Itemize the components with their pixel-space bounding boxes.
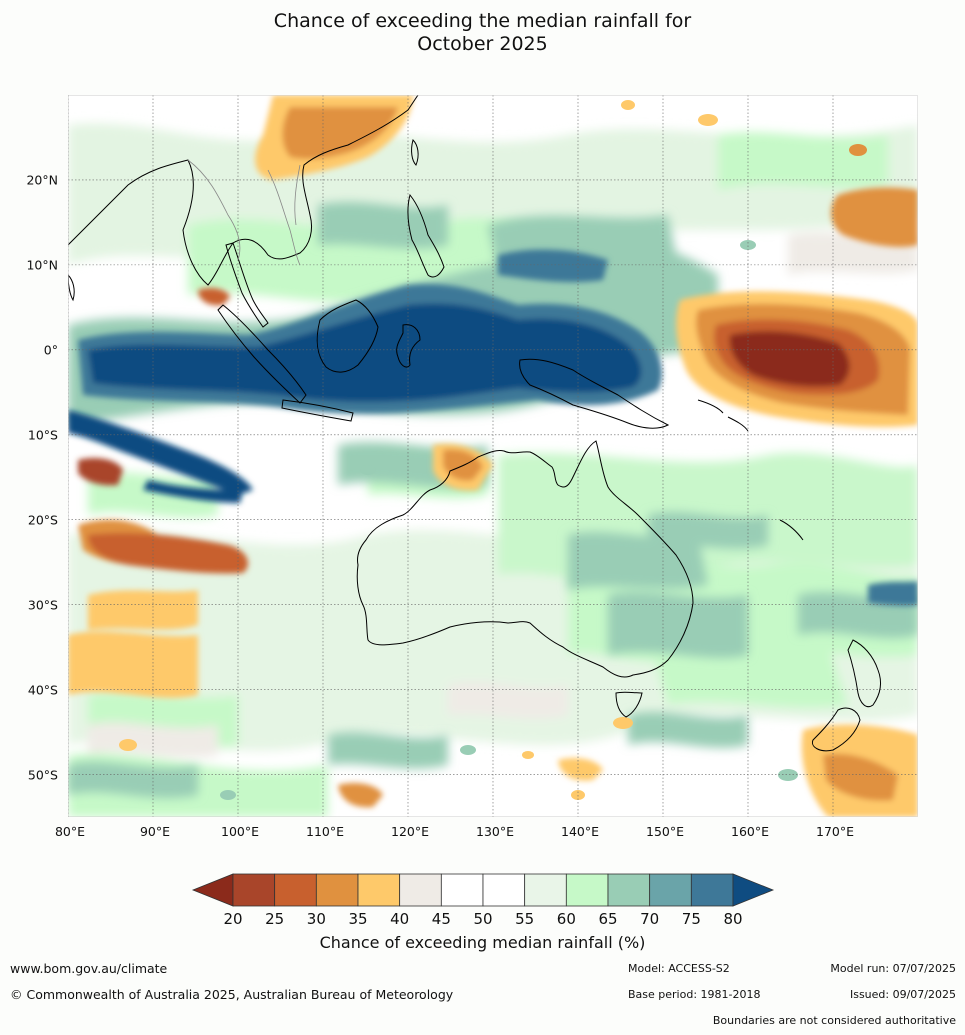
new-guinea-coastline — [519, 358, 670, 429]
colorbar-cell — [440, 873, 484, 907]
colorbar-cell — [607, 873, 651, 907]
colorbar-cell — [690, 873, 734, 907]
lon-label-130e: 130°E — [475, 824, 515, 839]
colorbar-under-arrow — [191, 873, 234, 907]
new-caledonia-coastline — [779, 519, 804, 541]
malay-peninsula-coastline — [225, 242, 269, 328]
map-svg — [68, 95, 918, 817]
colorbar-tick-labels: 20 25 30 35 40 45 50 55 60 65 70 75 80 — [223, 910, 742, 928]
sumatra-coastline — [217, 304, 307, 404]
footer-copyright: © Commonwealth of Australia 2025, Austra… — [10, 987, 454, 1002]
coastlines — [68, 95, 881, 752]
colorbar-tick-label: 70 — [640, 910, 659, 928]
colorbar: 20 25 30 35 40 45 50 55 60 65 70 75 80 — [191, 873, 775, 928]
footer-issued: Issued: 09/07/2025 — [849, 988, 956, 1001]
lon-label-90e: 90°E — [139, 824, 171, 839]
colorbar-cell — [399, 873, 442, 907]
lon-label-170e: 170°E — [815, 824, 855, 839]
colorbar-label: Chance of exceeding median rainfall (%) — [319, 933, 646, 952]
country-borders — [187, 159, 301, 266]
footer-url: www.bom.gov.au/climate — [10, 961, 168, 976]
colorbar-tick-label: 80 — [723, 910, 742, 928]
lon-label-80e: 80°E — [54, 824, 86, 839]
colorbar-tick-label: 55 — [515, 910, 534, 928]
lon-label-120e: 120°E — [390, 824, 430, 839]
colorbar-tick-label: 35 — [348, 910, 367, 928]
lat-label-50s: 50°S — [27, 767, 58, 783]
dry-regions — [68, 95, 918, 817]
lon-label-140e: 140°E — [560, 824, 600, 839]
colorbar-cell — [232, 873, 276, 907]
lat-label-20n: 20°N — [26, 172, 58, 188]
title-line-2: October 2025 — [417, 33, 548, 55]
footer-model: Model: ACCESS-S2 — [628, 962, 730, 975]
footer-disclaimer: Boundaries are not considered authoritat… — [712, 1014, 956, 1027]
lon-label-160e: 160°E — [730, 824, 770, 839]
lat-label-20s: 20°S — [27, 512, 58, 528]
colorbar-cell — [315, 873, 359, 907]
new-zealand-south-coastline — [811, 707, 861, 752]
colorbar-over-arrow — [732, 873, 775, 907]
tasmania-coastline — [615, 691, 643, 718]
colorbar-tick-label: 75 — [682, 910, 701, 928]
new-zealand-north-coastline — [847, 639, 881, 708]
colorbar-tick-label: 45 — [432, 910, 451, 928]
colorbar-cell — [649, 873, 692, 907]
footer-model-run: Model run: 07/07/2025 — [830, 962, 956, 975]
lon-label-150e: 150°E — [645, 824, 685, 839]
lat-label-30s: 30°S — [27, 597, 58, 613]
colorbar-cells — [232, 873, 734, 907]
colorbar-tick-label: 30 — [307, 910, 326, 928]
lat-label-10n: 10°N — [26, 257, 58, 273]
solomon-islands-coastline — [697, 399, 749, 432]
colorbar-tick-label: 40 — [390, 910, 409, 928]
colorbar-tick-label: 25 — [265, 910, 284, 928]
footer-base-period: Base period: 1981-2018 — [628, 988, 761, 1001]
colorbar-tick-label: 20 — [223, 910, 242, 928]
rainfall-map — [68, 95, 918, 817]
colorbar-cell — [274, 873, 317, 907]
map-frame — [68, 95, 918, 817]
lat-label-0: 0° — [43, 342, 58, 358]
title-line-1: Chance of exceeding the median rainfall … — [273, 10, 692, 32]
colorbar-cell — [565, 873, 609, 907]
colorbar-cell — [524, 873, 567, 907]
lon-label-110e: 110°E — [305, 824, 345, 839]
colorbar-tick-label: 60 — [557, 910, 576, 928]
colorbar-cell — [482, 873, 526, 907]
philippines-coastline — [407, 193, 445, 278]
colorbar-tick-label: 50 — [473, 910, 492, 928]
lat-label-40s: 40°S — [27, 682, 58, 698]
lon-label-100e: 100°E — [220, 824, 260, 839]
colorbar-tick-label: 65 — [598, 910, 617, 928]
borneo-coastline — [316, 299, 379, 373]
asia-mainland-coastline — [68, 95, 419, 286]
sulawesi-coastline — [396, 324, 421, 368]
lat-label-10s: 10°S — [27, 427, 58, 443]
java-coastline — [281, 399, 354, 422]
colorbar-cell — [357, 873, 401, 907]
taiwan-coastline — [411, 139, 419, 166]
australia-coastline — [356, 440, 694, 678]
map-title: Chance of exceeding the median rainfall … — [0, 10, 965, 56]
